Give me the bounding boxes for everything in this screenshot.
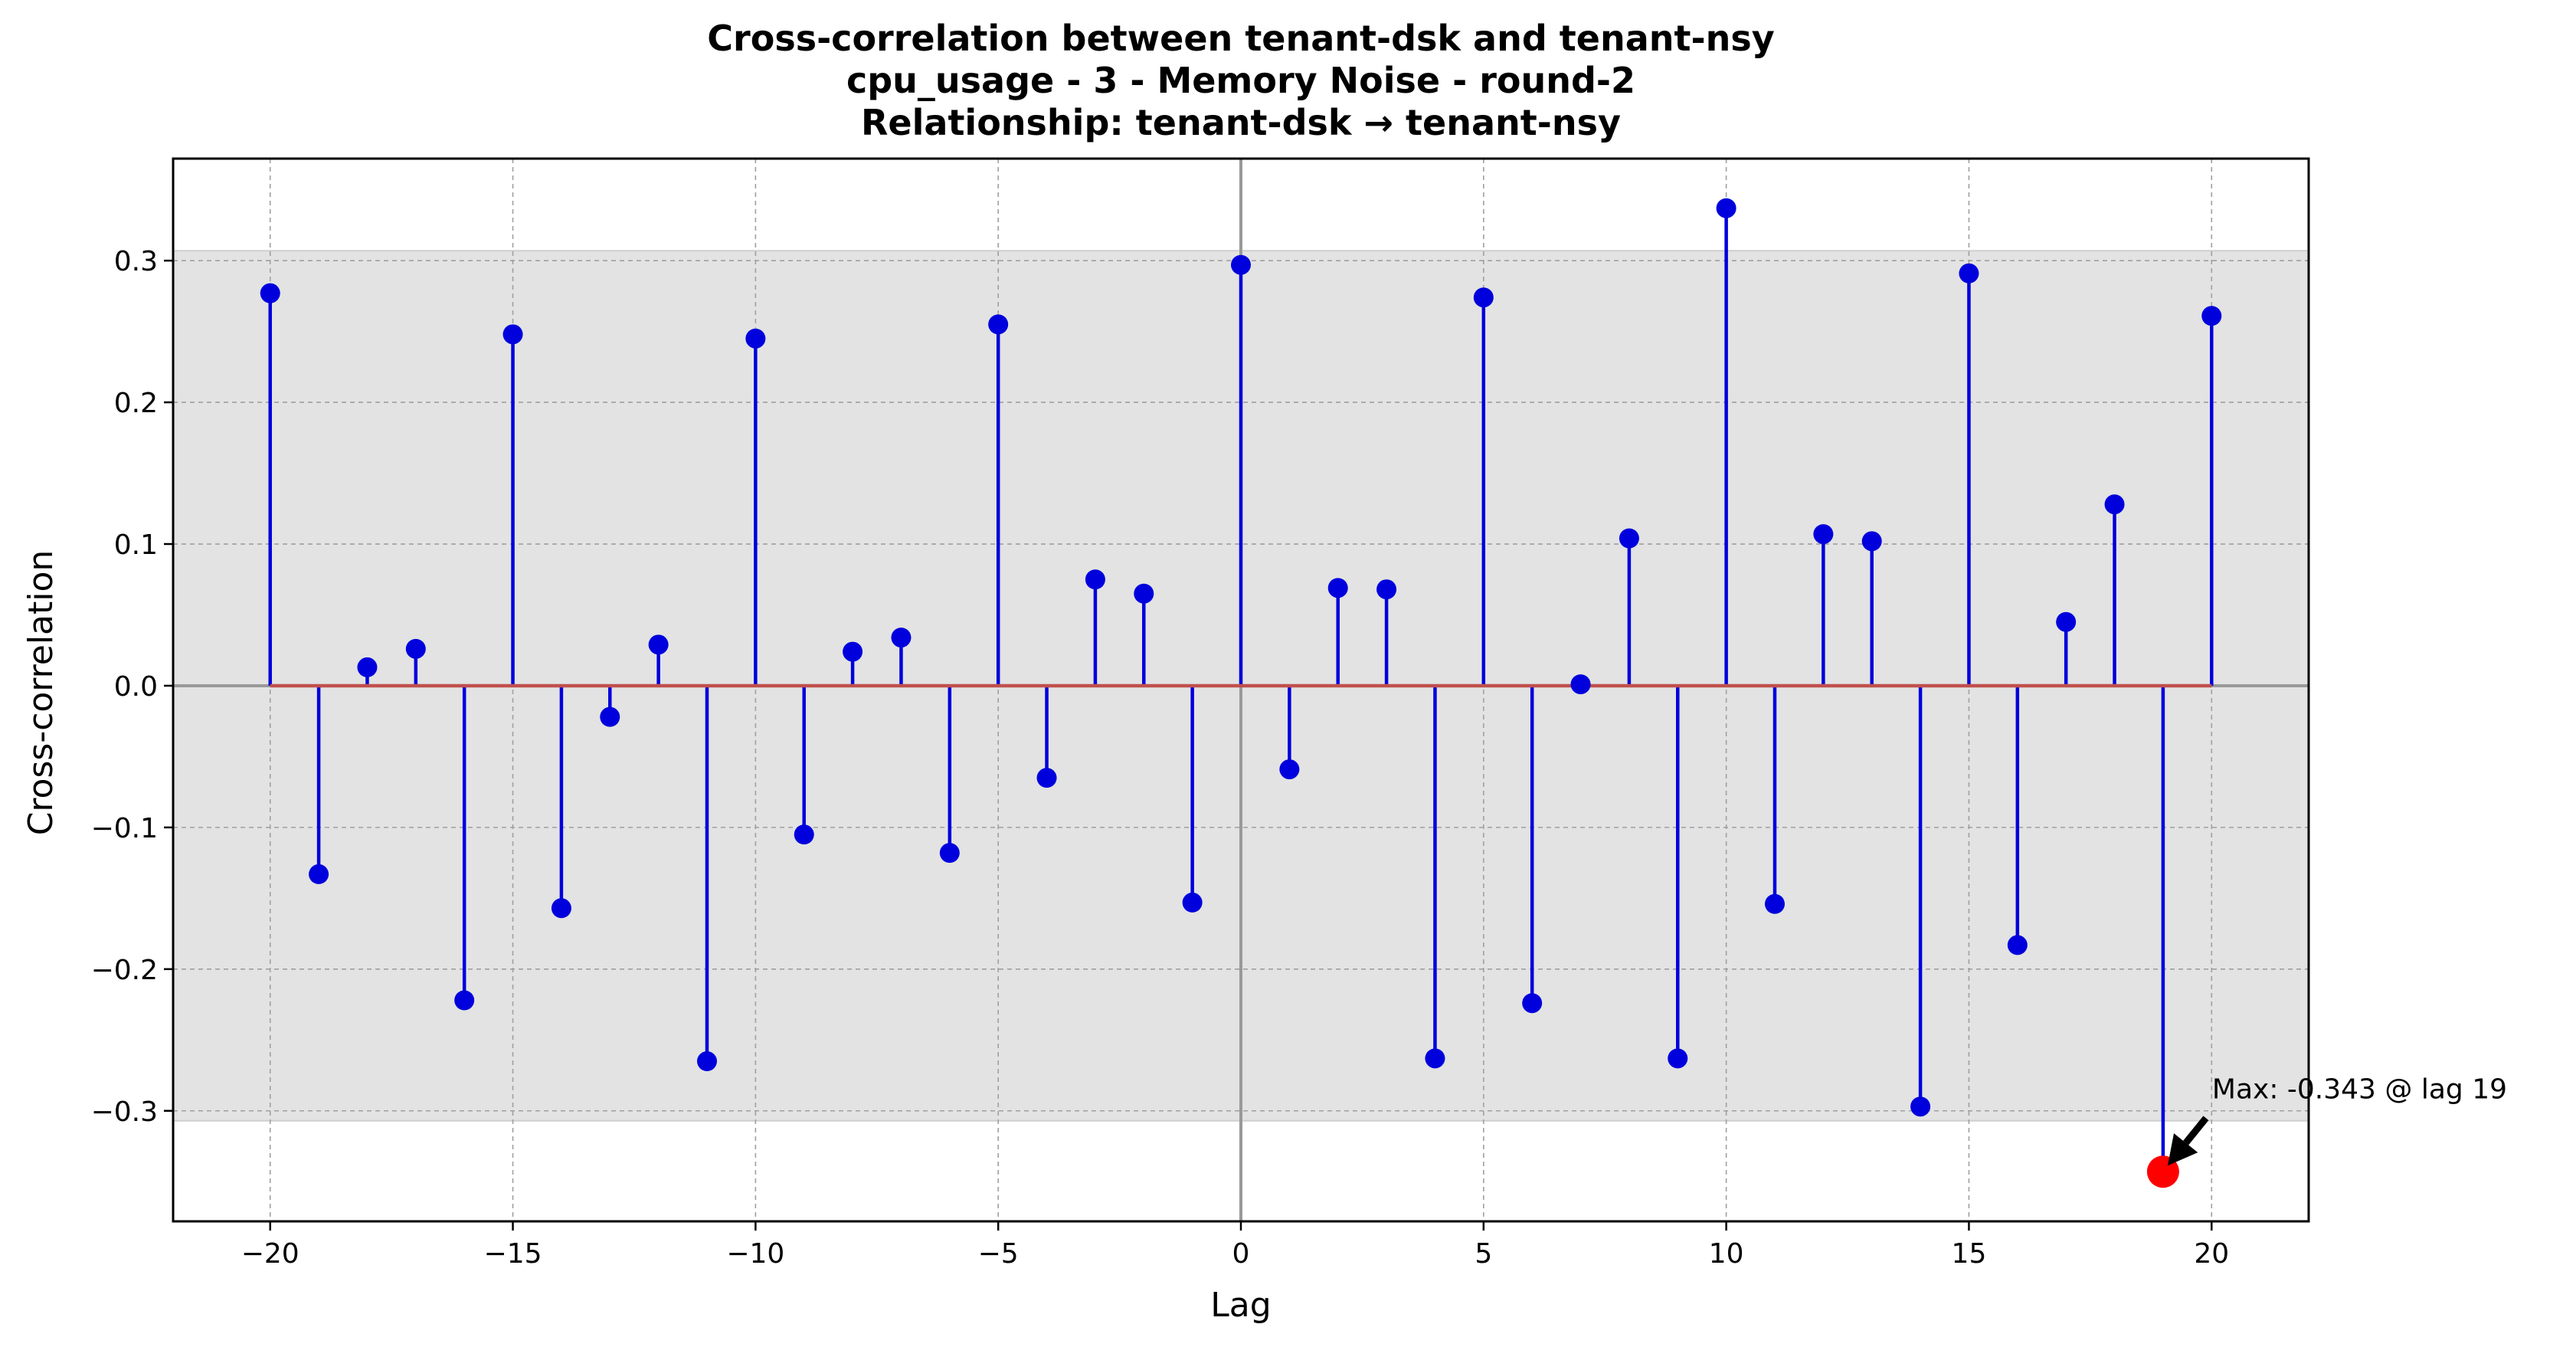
stem-marker <box>1765 893 1785 914</box>
y-tick-label: −0.2 <box>91 955 158 986</box>
stem-marker <box>891 628 912 648</box>
stem-marker <box>794 824 814 845</box>
max-annotation-text: Max: -0.343 @ lag 19 <box>2212 1073 2507 1105</box>
stem-series <box>260 198 2222 1182</box>
stem-marker <box>1668 1048 1688 1069</box>
stem-marker <box>551 898 571 919</box>
stem-marker <box>454 990 475 1011</box>
x-tick-label: −10 <box>726 1238 784 1270</box>
stem-marker <box>2007 935 2028 955</box>
stem-marker <box>309 864 329 884</box>
stem-marker <box>1473 287 1494 308</box>
max-annotation-arrow-shaft <box>2183 1116 2209 1145</box>
x-tick-label: 20 <box>2194 1238 2229 1270</box>
stem-marker <box>1134 583 1154 604</box>
stem-marker <box>988 314 1009 335</box>
stem-marker <box>745 328 766 349</box>
stem-marker <box>1522 993 1543 1014</box>
x-axis-ticks: −20 −15 −10 −5 0 5 10 15 20 <box>241 1221 2229 1270</box>
stem-marker <box>1085 569 1105 590</box>
stem-marker <box>1376 579 1397 600</box>
chart-title-line-2: cpu_usage - 3 - Memory Noise - round-2 <box>846 60 1635 101</box>
stem-marker <box>357 657 378 677</box>
stem-marker <box>502 324 523 345</box>
chart-title-line-1: Cross-correlation between tenant-dsk and… <box>707 18 1774 59</box>
y-tick-label: −0.3 <box>91 1096 158 1128</box>
stem-marker <box>1570 674 1591 695</box>
stem-marker <box>697 1051 717 1072</box>
stem-marker <box>2056 611 2077 632</box>
stem-marker <box>1425 1048 1445 1069</box>
stem-marker <box>939 843 960 864</box>
x-tick-label: 15 <box>1952 1238 1987 1270</box>
stem-marker <box>260 283 280 303</box>
stem-marker <box>1231 254 1251 275</box>
stem-marker <box>1716 198 1736 218</box>
stem-marker <box>1327 578 1348 598</box>
x-tick-label: 10 <box>1709 1238 1744 1270</box>
stem-marker <box>843 641 863 662</box>
stem-marker <box>2201 306 2222 326</box>
x-axis-label: Lag <box>1210 1286 1271 1325</box>
stem-marker <box>1959 263 1979 283</box>
stem-marker <box>405 638 426 659</box>
stem-marker <box>1182 892 1203 913</box>
y-axis-ticks: −0.3 −0.2 −0.1 0.0 0.1 0.2 0.3 <box>91 246 173 1128</box>
stem-marker <box>1279 759 1300 780</box>
stem-marker <box>1910 1096 1931 1117</box>
y-tick-label: 0.3 <box>114 246 158 277</box>
x-tick-label: −15 <box>484 1238 542 1270</box>
stem-marker <box>600 706 620 727</box>
stem-marker <box>1036 768 1057 788</box>
max-annotation: Max: -0.343 @ lag 19 <box>2146 1073 2507 1188</box>
y-tick-label: 0.0 <box>114 671 158 703</box>
y-axis-label: Cross-correlation <box>21 550 61 836</box>
y-tick-label: 0.2 <box>114 388 158 419</box>
x-tick-label: 0 <box>1232 1238 1250 1270</box>
max-annotation-arrow-head <box>2167 1133 2198 1166</box>
chart-title-line-3: Relationship: tenant-dsk → tenant-nsy <box>861 102 1621 143</box>
stem-marker <box>2104 494 2125 515</box>
x-tick-label: −20 <box>241 1238 299 1270</box>
stem-marker <box>1619 528 1639 549</box>
stem-marker <box>648 634 669 655</box>
stem-marker <box>1813 524 1834 545</box>
x-tick-label: 5 <box>1475 1238 1492 1270</box>
y-tick-label: 0.1 <box>114 529 158 561</box>
stem-marker <box>1861 531 1882 552</box>
y-tick-label: −0.1 <box>91 813 158 844</box>
x-tick-label: −5 <box>978 1238 1019 1270</box>
